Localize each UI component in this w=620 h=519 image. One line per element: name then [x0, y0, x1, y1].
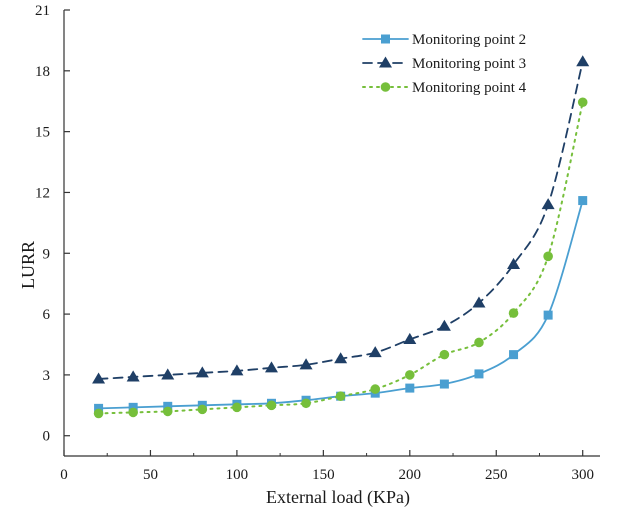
- data-point-monitoring-point-3: [576, 55, 590, 67]
- y-tick-label: 9: [43, 246, 51, 262]
- legend: Monitoring point 2 Monitoring point 3 Moni…: [362, 32, 527, 96]
- data-point-monitoring-point-4: [335, 391, 346, 401]
- data-point-monitoring-point-4: [543, 251, 553, 262]
- legend-label-monitoring-point-3: Monitoring point 3: [412, 56, 526, 72]
- data-point-monitoring-point-4: [162, 406, 173, 417]
- legend-marker-monitoring-point-2: [381, 34, 390, 44]
- y-tick-label: 18: [35, 64, 50, 80]
- data-point-monitoring-point-3: [403, 332, 417, 344]
- data-point-monitoring-point-4: [508, 308, 519, 318]
- legend-label-monitoring-point-4: Monitoring point 4: [412, 80, 527, 96]
- data-point-monitoring-point-4: [577, 97, 588, 108]
- data-point-monitoring-point-4: [128, 407, 138, 418]
- data-point-monitoring-point-3: [541, 198, 555, 210]
- y-tick-label: 3: [43, 368, 51, 384]
- data-point-monitoring-point-3: [195, 366, 209, 378]
- legend-label-monitoring-point-2: Monitoring point 2: [412, 32, 526, 48]
- data-point-monitoring-point-2: [578, 196, 588, 206]
- y-tick-label: 15: [35, 125, 50, 141]
- data-point-monitoring-point-2: [128, 402, 138, 412]
- data-point-monitoring-point-3: [368, 346, 382, 358]
- y-axis-title: LURR: [18, 241, 38, 289]
- tick-labels: 0 50 100 150 200 250 300 0 3 6 9 12 15 18 21: [35, 3, 594, 483]
- data-point-monitoring-point-2: [163, 401, 173, 411]
- x-tick-label: 0: [60, 467, 68, 483]
- y-tick-label: 0: [43, 429, 51, 445]
- y-tick-label: 6: [43, 307, 51, 323]
- x-tick-label: 150: [312, 467, 335, 483]
- data-point-monitoring-point-4: [405, 370, 415, 380]
- data-point-monitoring-point-3: [299, 358, 313, 370]
- data-point-monitoring-point-3: [230, 364, 244, 376]
- data-point-monitoring-point-4: [266, 400, 277, 411]
- legend-marker-monitoring-point-3: [379, 56, 392, 68]
- tick-marks: [63, 9, 584, 456]
- data-point-monitoring-point-3: [334, 352, 348, 364]
- data-point-monitoring-point-3: [92, 372, 106, 384]
- data-point-monitoring-point-2: [94, 403, 104, 413]
- data-point-monitoring-point-4: [93, 408, 104, 419]
- data-point-monitoring-point-3: [472, 296, 486, 308]
- y-tick-label: 12: [35, 185, 50, 201]
- x-tick-label: 100: [226, 467, 249, 483]
- y-tick-label: 21: [35, 3, 50, 19]
- series-line-monitoring-point-3: [97, 60, 584, 380]
- data-point-monitoring-point-4: [474, 337, 484, 348]
- x-tick-label: 300: [571, 467, 594, 483]
- data-point-monitoring-point-3: [507, 257, 521, 269]
- x-tick-label: 50: [143, 467, 158, 483]
- data-point-monitoring-point-3: [437, 319, 451, 331]
- data-point-monitoring-point-2: [543, 310, 553, 320]
- x-tick-label: 200: [399, 467, 422, 483]
- legend-marker-monitoring-point-4: [380, 82, 391, 92]
- data-point-monitoring-point-4: [439, 349, 450, 360]
- data-point-monitoring-point-4: [232, 402, 242, 413]
- data-point-monitoring-point-4: [197, 404, 208, 415]
- data-point-monitoring-point-2: [509, 350, 519, 360]
- data-point-monitoring-point-3: [126, 370, 140, 382]
- data-point-monitoring-point-3: [264, 361, 278, 373]
- axes: [63, 10, 600, 457]
- x-tick-label: 250: [485, 467, 508, 483]
- data-point-monitoring-point-4: [370, 384, 381, 394]
- series-line-monitoring-point-4: [97, 101, 584, 415]
- data-point-monitoring-point-4: [301, 398, 311, 409]
- data-point-monitoring-point-3: [161, 368, 175, 380]
- data-point-monitoring-point-2: [474, 369, 484, 379]
- x-axis-title: External load (KPa): [266, 487, 410, 508]
- data-point-monitoring-point-2: [405, 383, 415, 393]
- data-point-monitoring-point-2: [439, 379, 449, 389]
- series-markers: [92, 55, 590, 419]
